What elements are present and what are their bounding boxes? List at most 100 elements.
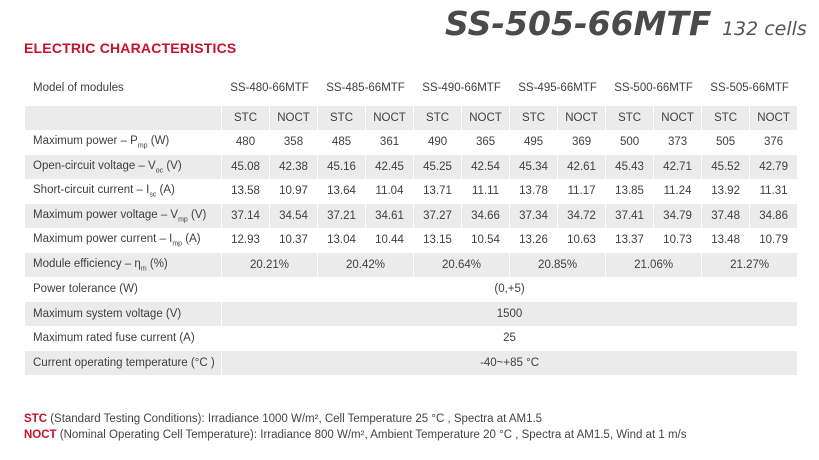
row-label-unit: (A) [156, 184, 175, 197]
value-cell: 10.63 [557, 227, 607, 253]
row-label: Maximum power voltage – Vmp (V) [24, 203, 222, 229]
stc-key: STC [24, 413, 47, 425]
value-cell: 42.71 [653, 154, 703, 180]
value-cell: 13.85 [605, 178, 655, 204]
row-label: Current operating temperature (°C ) [24, 350, 222, 376]
value-cell: 10.37 [268, 227, 319, 253]
value-cell: 13.15 [413, 227, 463, 253]
row-label-subscript: mp [172, 240, 183, 248]
noct-footnote: NOCT (Nominal Operating Cell Temperature… [24, 429, 687, 441]
footnotes: STC (Standard Testing Conditions): Irrad… [24, 413, 687, 445]
row-label-unit: (%) [146, 257, 168, 270]
stc-header-cell: STC [701, 105, 751, 131]
value-cell: 361 [365, 129, 415, 155]
value-cell: 11.24 [653, 178, 703, 204]
value-cell: 42.54 [461, 154, 511, 180]
row-label-unit: (V) [163, 159, 182, 172]
merged-row: Maximum system voltage (V) 1500 [24, 301, 799, 327]
model-header-row: Model of modules SS-480-66MTF SS-485-66M… [24, 69, 799, 106]
noct-header-cell: NOCT [268, 105, 319, 131]
model-col-2: SS-485-66MTF [317, 69, 415, 106]
value-cell: 10.79 [749, 227, 799, 253]
value-cell: 45.08 [221, 154, 270, 180]
value-cell: 505 [701, 129, 751, 155]
value-cell: 480 [221, 129, 270, 155]
value-cell: 13.71 [413, 178, 463, 204]
value-cell: 37.41 [605, 203, 655, 229]
model-name: SS-505-66MTF [445, 4, 712, 43]
value-cell: 11.11 [461, 178, 511, 204]
value-cell: 37.14 [221, 203, 270, 229]
value-cell: 37.48 [701, 203, 751, 229]
row-label-text: Short-circuit current – I [33, 184, 150, 197]
model-col-3: SS-490-66MTF [413, 69, 511, 106]
value-cell: 45.34 [509, 154, 559, 180]
value-cell: 13.64 [317, 178, 367, 204]
value-cell: 13.58 [221, 178, 270, 204]
value-cell: 500 [605, 129, 655, 155]
value-cell: 42.45 [365, 154, 415, 180]
noct-text: (Nominal Operating Cell Temperature): Ir… [56, 429, 687, 441]
value-cell: 37.21 [317, 203, 367, 229]
row-label: Open-circuit voltage – Voc (V) [24, 154, 222, 180]
value-cell: 42.79 [749, 154, 799, 180]
value-cell: 37.27 [413, 203, 463, 229]
value-cell: 34.66 [461, 203, 511, 229]
value-cell: 358 [268, 129, 319, 155]
efficiency-cell: 21.27% [701, 252, 799, 278]
noct-key: NOCT [24, 429, 57, 441]
table-body: Model of modules SS-480-66MTF SS-485-66M… [24, 69, 799, 376]
model-col-4: SS-495-66MTF [509, 69, 607, 106]
noct-header-cell: NOCT [365, 105, 415, 131]
noct-header-cell: NOCT [557, 105, 607, 131]
merged-row: Power tolerance (W) (0,+5) [24, 276, 799, 302]
merged-value-cell: -40~+85 °C [220, 350, 799, 376]
row-label: Maximum system voltage (V) [24, 301, 222, 327]
row-label: Short-circuit current – Isc (A) [24, 178, 222, 204]
row-label: Power tolerance (W) [24, 276, 222, 302]
row-label-subscript: oc [155, 166, 164, 174]
row-label: Maximum power current – Imp (A) [24, 227, 222, 253]
row-label-subscript: mp [137, 142, 148, 150]
model-col-1: SS-480-66MTF [220, 69, 319, 106]
value-cell: 11.04 [365, 178, 415, 204]
value-cell: 13.78 [509, 178, 559, 204]
cell-count: 132 cells [721, 18, 807, 40]
stc-header-cell: STC [221, 105, 270, 131]
value-cell: 485 [317, 129, 367, 155]
value-cell: 10.73 [653, 227, 703, 253]
value-cell: 495 [509, 129, 559, 155]
row-label-subscript: mp [178, 215, 188, 223]
value-cell: 11.17 [557, 178, 607, 204]
merged-row: Current operating temperature (°C ) -40~+… [24, 350, 799, 376]
value-cell: 13.04 [317, 227, 367, 253]
value-cell: 45.25 [413, 154, 463, 180]
value-cell: 34.61 [365, 203, 415, 229]
model-col-6: SS-505-66MTF [701, 69, 799, 106]
value-cell: 34.54 [268, 203, 319, 229]
merged-value-cell: 25 [220, 325, 799, 351]
efficiency-cell: 20.64% [413, 252, 511, 278]
electric-characteristics-table: Model of modules SS-480-66MTF SS-485-66M… [24, 69, 799, 376]
merged-row: Maximum rated fuse current (A) 25 [24, 325, 799, 351]
efficiency-cell: 20.21% [220, 252, 319, 278]
value-cell: 34.72 [557, 203, 607, 229]
model-header-label: Model of modules [24, 69, 222, 106]
efficiency-row: Module efficiency – ηm (%) 20.21% 20.42% 20… [24, 252, 799, 278]
value-cell: 365 [461, 129, 511, 155]
row-label-subscript: sc [149, 191, 157, 199]
efficiency-cell: 20.85% [509, 252, 607, 278]
efficiency-cell: 20.42% [317, 252, 415, 278]
value-cell: 10.97 [268, 178, 319, 204]
row-label-unit: (W) [147, 135, 170, 148]
value-cell: 37.34 [509, 203, 559, 229]
value-cell: 12.93 [221, 227, 270, 253]
stc-text: (Standard Testing Conditions): Irradianc… [47, 413, 543, 425]
section-title: ELECTRIC CHARACTERISTICS [24, 40, 237, 56]
stc-header-cell: STC [317, 105, 367, 131]
table-row: Short-circuit current – Isc (A) 13.58 10.9… [24, 178, 799, 204]
value-cell: 42.38 [268, 154, 319, 180]
row-label-unit: (A) [182, 233, 201, 246]
value-cell: 45.16 [317, 154, 367, 180]
value-cell: 10.54 [461, 227, 511, 253]
